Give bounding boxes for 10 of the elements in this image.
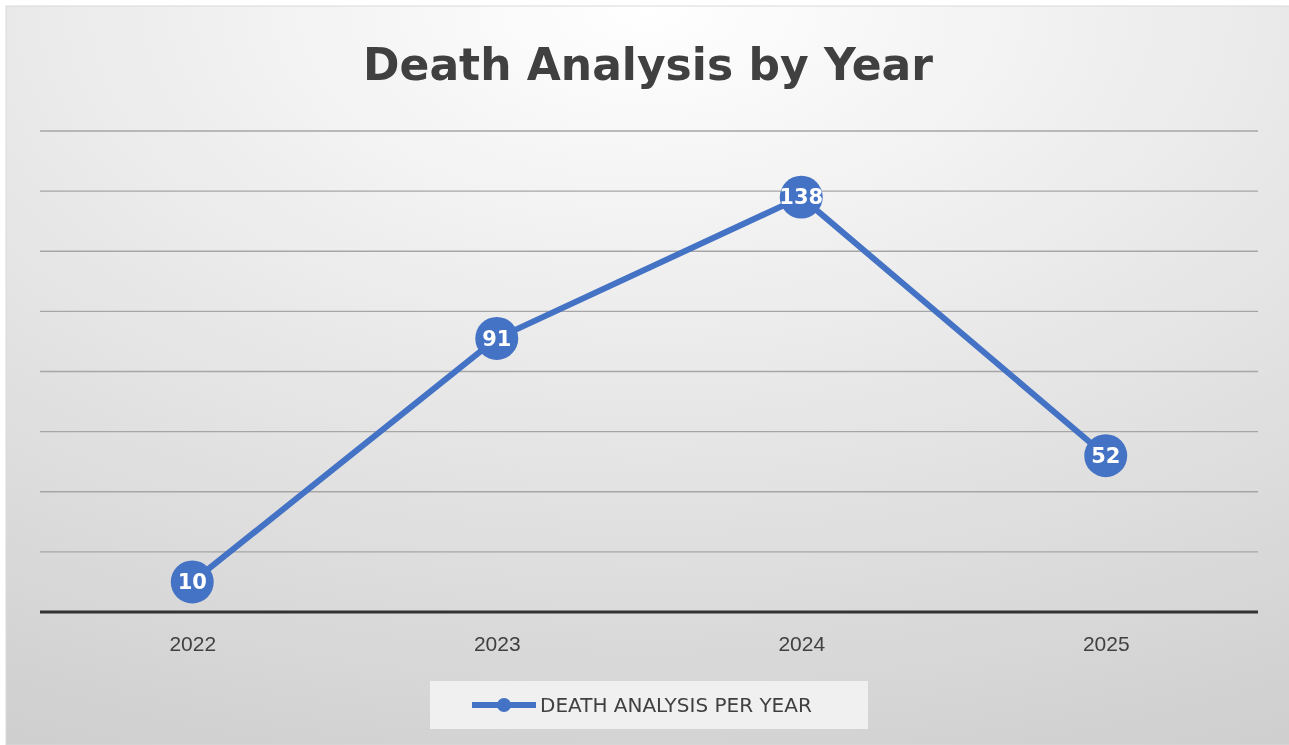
data-label: 91 — [482, 326, 512, 351]
legend-label: DEATH ANALYSIS PER YEAR — [540, 693, 812, 717]
data-label: 52 — [1091, 444, 1121, 469]
x-tick-label: 2024 — [778, 631, 826, 655]
data-label: 10 — [177, 570, 207, 595]
x-tick-label: 2022 — [169, 631, 217, 655]
chart-title: Death Analysis by Year — [363, 39, 934, 90]
x-tick-label: 2025 — [1082, 631, 1130, 655]
x-tick-label: 2023 — [473, 631, 521, 655]
data-label: 138 — [779, 185, 824, 210]
